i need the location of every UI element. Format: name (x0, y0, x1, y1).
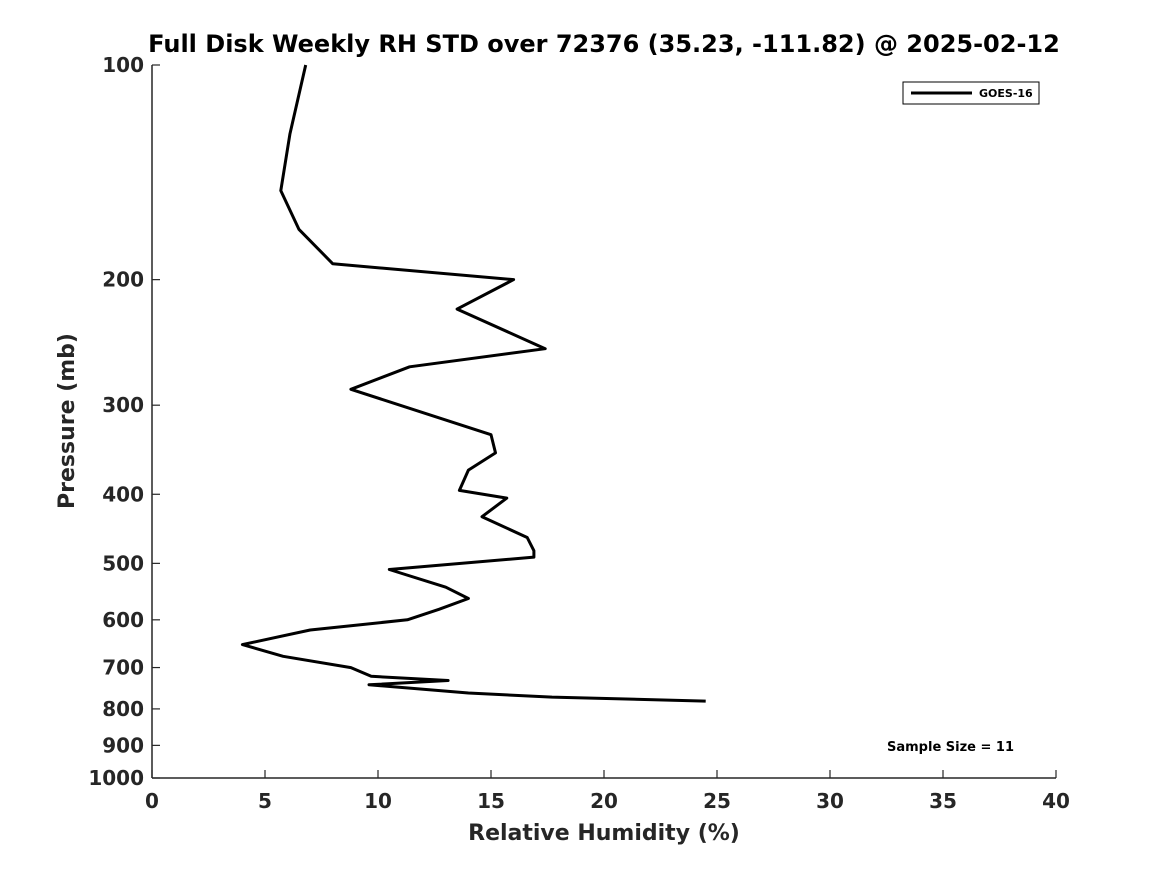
plot-area (152, 65, 1056, 778)
x-axis-ticks: 0 5 10 15 20 25 30 35 40 (145, 770, 1070, 813)
x-axis-label: Relative Humidity (%) (468, 821, 740, 846)
y-tick-label: 400 (102, 482, 144, 506)
x-tick-label: 15 (477, 789, 505, 813)
x-tick-label: 25 (703, 789, 731, 813)
x-tick-label: 10 (364, 789, 392, 813)
y-tick-label: 500 (102, 551, 144, 575)
x-tick-label: 0 (145, 789, 159, 813)
chart-title: Full Disk Weekly RH STD over 72376 (35.2… (148, 30, 1060, 58)
y-tick-label: 600 (102, 608, 144, 632)
x-tick-label: 30 (816, 789, 844, 813)
series-line (240, 64, 706, 703)
y-tick-label: 200 (102, 268, 144, 292)
y-axis-ticks: 100 200 300 400 500 600 700 800 900 1000 (88, 53, 160, 790)
legend: GOES-16 (902, 81, 1040, 105)
x-tick-label: 40 (1042, 789, 1070, 813)
x-tick-label: 5 (258, 789, 272, 813)
x-tick-label: 20 (590, 789, 618, 813)
y-tick-label: 800 (102, 697, 144, 721)
y-tick-label: 1000 (88, 766, 144, 790)
y-tick-label: 300 (102, 393, 144, 417)
y-axis-label: Pressure (mb) (55, 333, 80, 509)
legend-label: GOES-16 (979, 87, 1033, 100)
series-group (240, 64, 706, 703)
y-tick-label: 100 (102, 53, 144, 77)
sample-size-annotation: Sample Size = 11 (887, 740, 1014, 755)
x-tick-label: 35 (929, 789, 957, 813)
y-tick-label: 900 (102, 733, 144, 757)
y-tick-label: 700 (102, 656, 144, 680)
